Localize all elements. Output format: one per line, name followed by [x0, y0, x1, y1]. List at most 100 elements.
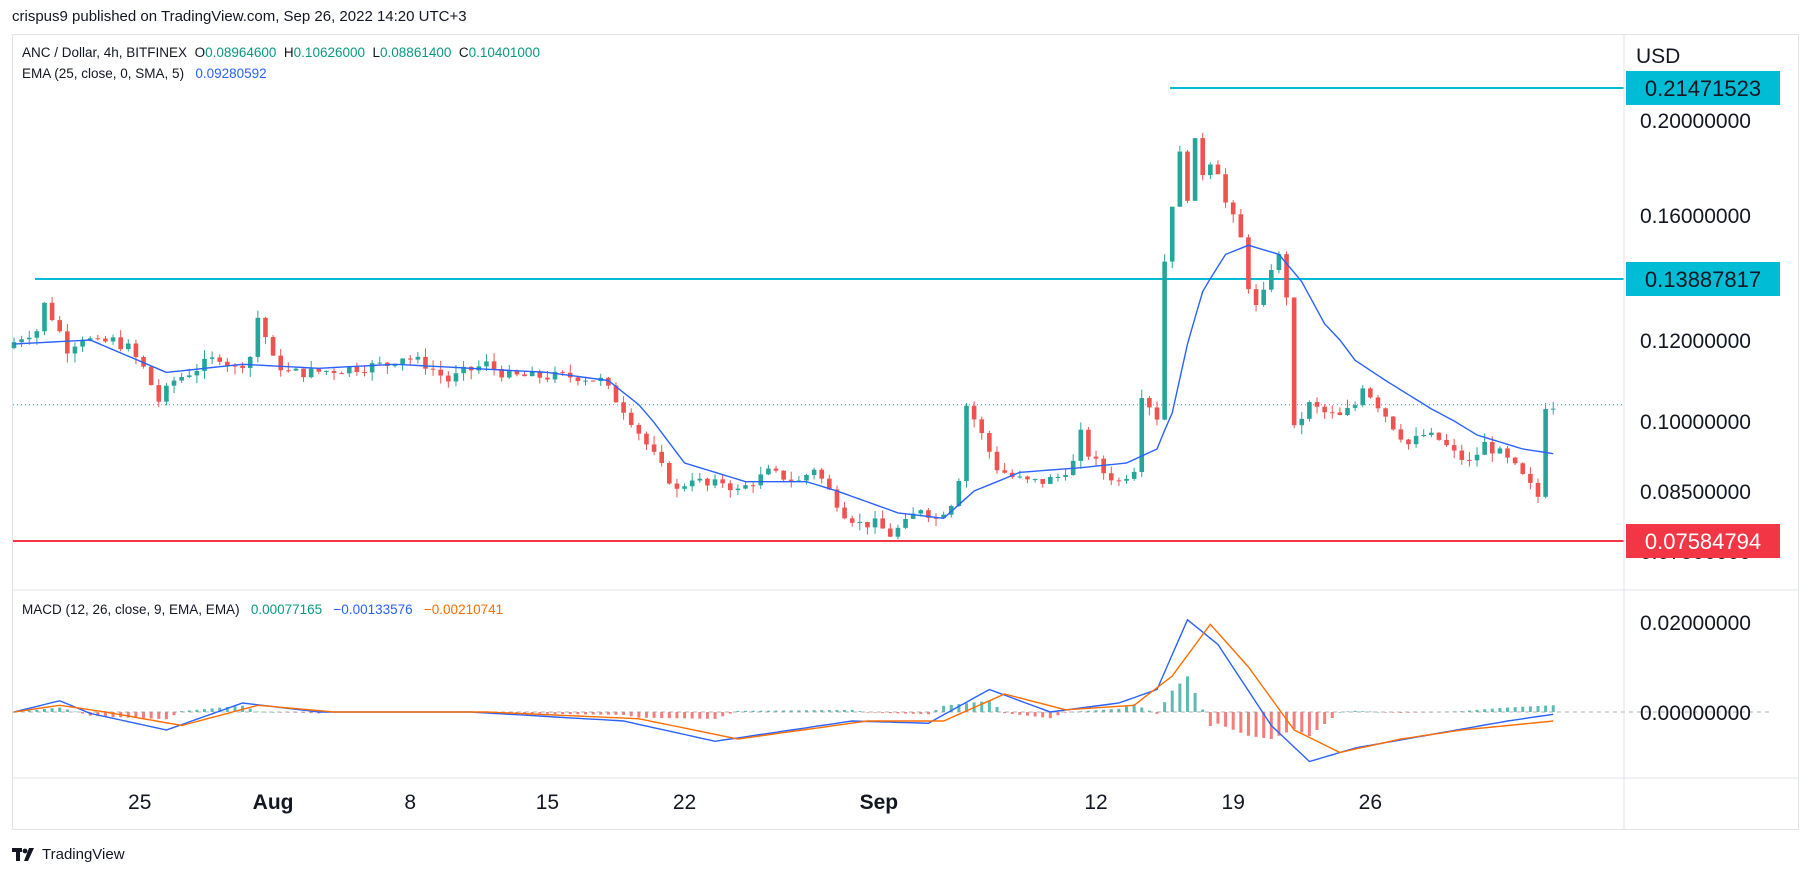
candle: [788, 471, 794, 488]
macd-hist-bar: [172, 712, 176, 716]
candle-body: [994, 451, 1000, 471]
candle-body: [956, 480, 962, 506]
price-tick-0: 0.20000000: [1640, 110, 1751, 133]
candle-body: [65, 331, 70, 354]
macd-hist-bar: [629, 712, 633, 717]
candle: [735, 484, 741, 495]
candle-body: [232, 365, 238, 367]
macd-hist-bar: [660, 712, 664, 719]
candle-body: [415, 356, 421, 360]
candle-body: [377, 362, 383, 364]
candle-body: [857, 521, 863, 523]
candle: [697, 472, 703, 483]
candle-body: [903, 518, 908, 528]
candle-body: [217, 357, 223, 362]
time-tick-8: 26: [1359, 791, 1382, 814]
currency-label: USD: [1636, 45, 1680, 68]
high-label: H: [283, 45, 294, 60]
ema-value: 0.09280592: [195, 66, 267, 81]
chart-frame[interactable]: [12, 34, 1799, 830]
candle-body: [804, 475, 809, 481]
candle-body: [1352, 405, 1358, 408]
candle: [346, 366, 352, 377]
candle: [888, 523, 893, 538]
candle: [278, 348, 283, 377]
candle-body: [1307, 402, 1312, 419]
macd-hist-bar: [1475, 709, 1479, 712]
macd-hist-bar: [1460, 711, 1464, 712]
macd-hist-bar: [904, 712, 908, 714]
macd-hist-bar: [995, 706, 999, 712]
signal-line: [13, 623, 1554, 754]
candle-body: [1497, 448, 1503, 454]
macd-hist-bar: [1506, 707, 1510, 712]
candle: [1337, 407, 1343, 416]
candle: [316, 368, 322, 375]
macd-hist-bar: [797, 710, 801, 712]
macd-price-axis: 0.02000000 0.00000000: [1640, 612, 1751, 725]
candle: [552, 366, 558, 383]
macd-hist-bar: [614, 712, 618, 715]
candle-body: [19, 339, 24, 343]
candle: [430, 360, 436, 376]
time-tick-6: 12: [1084, 791, 1107, 814]
candle: [354, 362, 360, 376]
footer[interactable]: TradingView: [12, 846, 125, 863]
candle-body: [87, 338, 93, 340]
candle-body: [1131, 471, 1137, 479]
candle-body: [1467, 459, 1472, 461]
candle-body: [186, 375, 192, 378]
candle: [491, 353, 497, 376]
candle: [1215, 160, 1221, 175]
candle-body: [1390, 416, 1396, 430]
candle-body: [57, 320, 63, 332]
candle: [308, 360, 314, 379]
candle: [1421, 429, 1426, 438]
candle-body: [316, 368, 322, 372]
candle: [1451, 438, 1457, 459]
macd-hist-bar: [1239, 712, 1243, 733]
candle-body: [346, 366, 352, 374]
candle: [362, 365, 367, 377]
candle-body: [270, 337, 276, 356]
tradingview-logo-icon: [12, 847, 38, 862]
macd-hist-bar: [782, 710, 786, 712]
macd-hist-bar: [568, 712, 572, 715]
macd-hist-bar: [248, 708, 252, 712]
candle: [499, 365, 504, 382]
candle: [415, 351, 421, 364]
macd-hist-bar: [835, 710, 839, 712]
macd-hist-bar: [644, 712, 648, 718]
candle-body: [362, 372, 367, 374]
candle: [286, 362, 291, 373]
candle-body: [1459, 450, 1465, 460]
candle-body: [705, 478, 710, 486]
candle: [819, 467, 825, 484]
candle: [1444, 433, 1449, 447]
macd-hist-bar: [675, 712, 679, 719]
candle: [369, 360, 375, 381]
candle: [1063, 468, 1068, 481]
price-tag-bg-0: [1626, 70, 1780, 105]
candle-body: [1436, 432, 1442, 440]
macd-hist-bar: [1399, 712, 1403, 713]
macd-hist-bar: [157, 712, 161, 719]
macd-hist-bar: [1536, 706, 1540, 712]
macd-hist-bar: [1056, 712, 1060, 716]
macd-hist-bar: [713, 712, 717, 719]
candle-body: [1139, 398, 1145, 472]
candle-body: [720, 479, 725, 484]
open-label: O: [194, 45, 206, 60]
candle: [964, 403, 969, 488]
candle-body: [1482, 442, 1487, 455]
macd-hist-bar: [965, 703, 968, 712]
candle-body: [148, 366, 154, 386]
candle-body: [628, 412, 634, 425]
candle: [1459, 444, 1465, 465]
macd-hist-bar: [652, 712, 656, 718]
macd-hist-bar: [1521, 706, 1525, 712]
candle-body: [1169, 206, 1175, 262]
candle-body: [308, 368, 314, 378]
candle: [804, 473, 809, 485]
